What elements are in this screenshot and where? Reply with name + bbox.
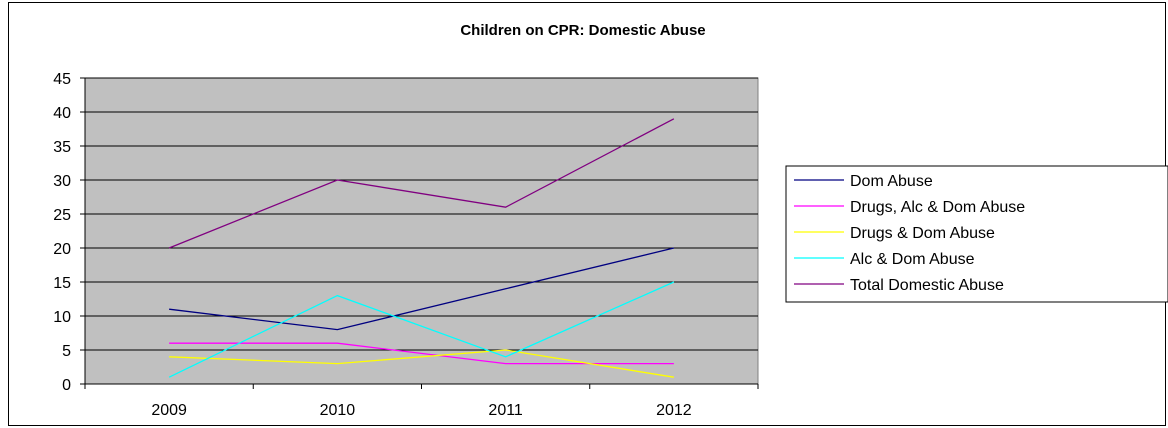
y-tick-label: 35 (53, 139, 71, 156)
series-line-5 (168, 118, 675, 249)
legend-label: Total Domestic Abuse (850, 277, 1004, 294)
x-tick-label: 2011 (488, 402, 523, 419)
y-tick-label: 40 (53, 105, 71, 122)
series-line-3 (169, 349, 674, 378)
legend-label: Dom Abuse (850, 173, 933, 190)
y-tick-label: 10 (53, 309, 71, 326)
y-tick-label: 30 (53, 173, 71, 190)
y-tick-label: 45 (53, 71, 71, 88)
x-tick-label: 2010 (320, 402, 356, 419)
legend: Dom Abuse Drugs, Alc & Dom Abuse Drugs & D… (785, 165, 1168, 303)
legend-label: Drugs & Dom Abuse (850, 225, 995, 242)
x-tick-label: 2009 (151, 402, 187, 419)
legend-label: Alc & Dom Abuse (850, 251, 975, 268)
y-tick-label: 15 (53, 275, 71, 292)
plot-background (84, 77, 759, 385)
y-tick-label: 25 (53, 207, 71, 224)
series-line-4 (168, 281, 675, 378)
chart-title: Children on CPR: Domestic Abuse (460, 22, 705, 39)
plot-area: 0 5 10 15 20 25 30 35 40 45 2009 2010 2011 2012 (53, 71, 759, 419)
y-tick-label: 5 (62, 343, 71, 360)
legend-box (785, 165, 1168, 303)
series-line-1 (169, 247, 675, 331)
x-tick-label: 2012 (656, 402, 692, 419)
y-tick-label: 20 (53, 241, 71, 258)
y-tick-label: 0 (62, 377, 71, 394)
legend-label: Drugs, Alc & Dom Abuse (850, 199, 1025, 216)
